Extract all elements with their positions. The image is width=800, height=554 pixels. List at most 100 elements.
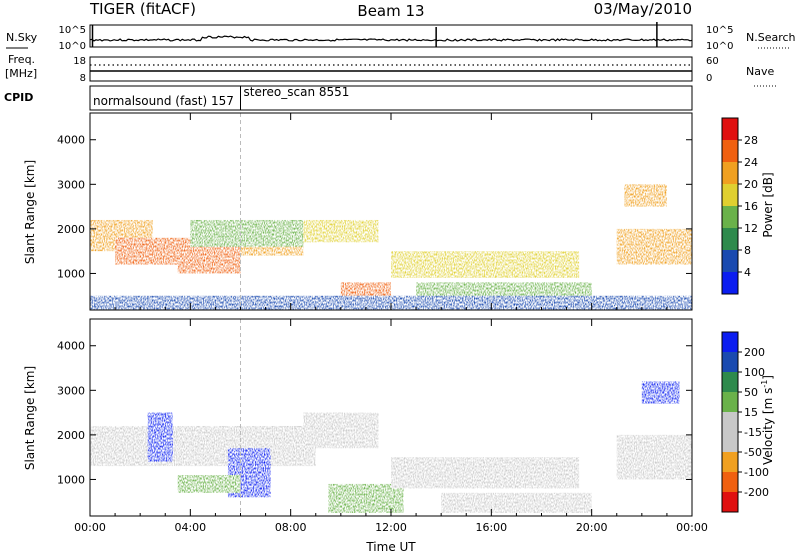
nsearch-top-tick: 10^5 bbox=[706, 25, 733, 36]
colorbar-swatch bbox=[722, 392, 738, 413]
data-band-0 bbox=[90, 425, 316, 467]
colorbar-tick-label: 100 bbox=[744, 366, 765, 379]
power-colorbar-label: Power [dB] bbox=[761, 172, 775, 237]
colorbar-swatch bbox=[722, 492, 738, 513]
freq-label-line1: Freq. bbox=[8, 53, 35, 66]
y-tick-label: 2000 bbox=[57, 223, 85, 236]
colorbar-swatch bbox=[722, 140, 738, 163]
velocity-heatmap bbox=[90, 381, 692, 513]
cpid-mode-1: normalsound (fast) 157 bbox=[93, 94, 234, 108]
colorbar-tick-label: -50 bbox=[744, 446, 762, 459]
colorbar-tick-label: -200 bbox=[744, 486, 769, 499]
colorbar-swatch bbox=[722, 184, 738, 207]
nsky-trace bbox=[89, 22, 693, 47]
nsearch-label: N.Search bbox=[746, 31, 796, 44]
nsky-label: N.Sky bbox=[6, 31, 38, 44]
colorbar-tick-label: 12 bbox=[744, 222, 758, 235]
colorbar-frame bbox=[721, 331, 739, 513]
y-tick-label: 1000 bbox=[57, 473, 85, 486]
colorbar-swatch bbox=[722, 452, 738, 473]
nave-top-tick: 60 bbox=[706, 56, 719, 67]
x-tick-label: 12:00 bbox=[375, 521, 407, 534]
freq-strip-frame bbox=[89, 56, 693, 82]
data-band-6 bbox=[391, 457, 580, 489]
colorbar-tick-label: -100 bbox=[744, 466, 769, 479]
x-tick-label: 04:00 bbox=[174, 521, 206, 534]
colorbar-swatch bbox=[722, 372, 738, 393]
power-panel-frame bbox=[89, 112, 693, 311]
data-band-4 bbox=[190, 219, 304, 247]
colorbar-swatch bbox=[722, 272, 738, 295]
data-band-5 bbox=[303, 219, 379, 243]
colorbar-tick-label: 4 bbox=[744, 266, 751, 279]
colorbar-swatch bbox=[722, 162, 738, 185]
freq-label-line2: [MHz] bbox=[5, 67, 37, 80]
y-tick-label: 3000 bbox=[57, 178, 85, 191]
colorbar-tick-label: 15 bbox=[744, 406, 758, 419]
data-band-4 bbox=[303, 412, 379, 449]
data-band-9 bbox=[641, 381, 680, 404]
nsky-strip-frame bbox=[89, 24, 693, 48]
colorbar-tick-label: 28 bbox=[744, 134, 758, 147]
colorbar-swatch bbox=[722, 118, 738, 141]
colorbar-swatch bbox=[722, 206, 738, 229]
power-x-ticks bbox=[89, 113, 693, 310]
colorbar-tick-label: 20 bbox=[744, 178, 758, 191]
data-band-5 bbox=[328, 483, 404, 513]
velocity-colorbar-label: Velocity [m s-1] bbox=[760, 375, 775, 465]
x-tick-label: 00:00 bbox=[74, 521, 106, 534]
colorbar-tick-label: -15 bbox=[744, 426, 762, 439]
freq-bottom-tick: 8 bbox=[80, 73, 86, 84]
velocity-y-axis: 1000 2000 3000 4000 bbox=[57, 340, 692, 486]
colorbar-swatch bbox=[722, 472, 738, 493]
cpid-label: CPID bbox=[4, 91, 33, 104]
data-band-2 bbox=[177, 246, 241, 274]
nsearch-bottom-tick: 10^0 bbox=[706, 41, 733, 52]
beam-title: Beam 13 bbox=[357, 2, 424, 20]
colorbar-swatch bbox=[722, 332, 738, 353]
time-axis-label: Time UT bbox=[365, 540, 416, 554]
data-band-8 bbox=[616, 434, 692, 480]
colorbar-swatch bbox=[722, 352, 738, 373]
y-tick-label: 4000 bbox=[57, 134, 85, 147]
velocity-y-axis-label: Slant Range [km] bbox=[23, 366, 37, 470]
data-band-7 bbox=[391, 251, 580, 278]
freq-top-tick: 18 bbox=[73, 56, 86, 67]
nave-bottom-tick: 0 bbox=[706, 73, 712, 84]
nsky-bottom-tick: 10^0 bbox=[59, 41, 86, 52]
x-tick-label: 00:00 bbox=[676, 521, 708, 534]
nsky-top-tick: 10^5 bbox=[59, 25, 86, 36]
power-colorbar: 4 8 12 16 20 24 28 bbox=[721, 117, 758, 295]
x-tick-label: 16:00 bbox=[475, 521, 507, 534]
colorbar-tick-label: 200 bbox=[744, 346, 765, 359]
velocity-x-axis: 00:00 04:00 08:00 12:00 16:00 20:00 00:00 bbox=[74, 319, 708, 534]
data-band-10 bbox=[624, 184, 667, 207]
data-band-7 bbox=[441, 492, 592, 513]
y-tick-label: 3000 bbox=[57, 384, 85, 397]
nave-label: Nave bbox=[746, 65, 774, 78]
nsky-line bbox=[89, 35, 693, 42]
colorbar-swatch bbox=[722, 250, 738, 273]
cpid-mode-2: stereo_scan 8551 bbox=[244, 85, 350, 99]
data-band-11 bbox=[90, 295, 692, 310]
x-tick-label: 20:00 bbox=[576, 521, 608, 534]
colorbar-swatch bbox=[722, 228, 738, 251]
colorbar-tick-label: 8 bbox=[744, 244, 751, 257]
colorbar-tick-label: 50 bbox=[744, 386, 758, 399]
y-tick-label: 4000 bbox=[57, 340, 85, 353]
colorbar-swatch bbox=[722, 412, 738, 433]
power-y-axis: 1000 2000 3000 4000 bbox=[57, 134, 692, 280]
x-tick-label: 08:00 bbox=[275, 521, 307, 534]
colorbar-tick-label: 24 bbox=[744, 156, 758, 169]
y-tick-label: 1000 bbox=[57, 267, 85, 280]
radar-title: TIGER (fitACF) bbox=[89, 0, 196, 18]
velocity-colorbar: 200 100 50 15 -15 -50 -100 -200 bbox=[721, 331, 769, 513]
power-heatmap bbox=[90, 184, 692, 310]
date-title: 03/May/2010 bbox=[594, 0, 692, 18]
colorbar-swatch bbox=[722, 432, 738, 453]
data-band-1 bbox=[147, 412, 173, 462]
power-y-axis-label: Slant Range [km] bbox=[23, 160, 37, 264]
y-tick-label: 2000 bbox=[57, 429, 85, 442]
data-band-3 bbox=[177, 474, 241, 493]
